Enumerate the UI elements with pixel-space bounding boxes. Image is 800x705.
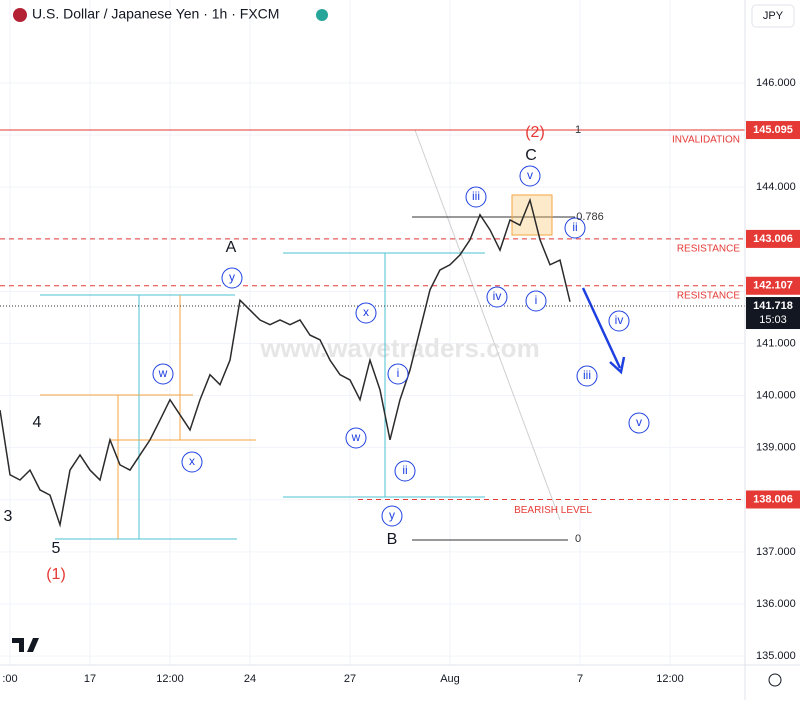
level-tag (746, 276, 800, 295)
wave-label: w (158, 366, 168, 380)
chart-title: U.S. Dollar / Japanese Yen · 1h · FXCM (32, 6, 279, 22)
wave-circle (519, 165, 541, 187)
wave-label: w (351, 430, 361, 444)
wave-circle (486, 286, 508, 308)
x-tick-label: :00 (2, 673, 17, 685)
currency-button[interactable] (751, 4, 795, 28)
wave-circle (525, 290, 547, 312)
last-price-tag (746, 297, 800, 330)
level-tag (746, 490, 800, 509)
wave-label: x (363, 305, 369, 319)
flag-icon (13, 8, 27, 22)
wave-label: v (527, 168, 533, 182)
level-name: BEARISH LEVEL (514, 505, 592, 516)
y-tick-label: 140.000 (756, 389, 796, 401)
level-tag (746, 121, 800, 140)
x-tick-label: 17 (84, 673, 96, 685)
degree-label: (2) (525, 124, 545, 141)
wave-label: iii (583, 368, 591, 382)
structure-label: 5 (52, 540, 61, 557)
wave-circle (221, 267, 243, 289)
wave-label: ii (402, 463, 407, 477)
wave-label: i (397, 366, 400, 380)
level-value: 142.107 (753, 280, 793, 292)
target-box (511, 194, 553, 236)
structure-label: B (387, 531, 398, 548)
logo (12, 638, 39, 652)
axes: 135.000136.000137.000138.000139.000140.0… (2, 77, 800, 685)
structure-label: C (525, 147, 537, 164)
y-tick-label: 144.000 (756, 181, 796, 193)
grid (0, 0, 745, 665)
wave-label: ii (572, 220, 577, 234)
y-tick-label: 135.000 (756, 650, 796, 662)
wave-circle (394, 460, 416, 482)
wave-circle (345, 427, 367, 449)
level-tag (746, 229, 800, 248)
annotation-lines (40, 129, 626, 541)
level-name: RESISTANCE (677, 290, 740, 301)
wave-label: iv (615, 313, 624, 327)
wave-label: iii (472, 189, 480, 203)
degree-label: (1) (46, 566, 66, 583)
wave-circle (381, 505, 403, 527)
y-tick-label: 137.000 (756, 546, 796, 558)
y-tick-label: 141.000 (756, 337, 796, 349)
fib-label: 0 (575, 533, 581, 545)
wave-label: i (535, 293, 538, 307)
wave-circle (628, 412, 650, 434)
level-value: 138.006 (753, 493, 793, 505)
x-tick-label: Aug (440, 673, 460, 685)
y-tick-label: 146.000 (756, 77, 796, 89)
projection-arrowhead (609, 356, 626, 375)
wave-circle (465, 186, 487, 208)
y-tick-label: 136.000 (756, 598, 796, 610)
structure-label: 3 (4, 508, 13, 525)
x-tick-label: 12:00 (656, 673, 684, 685)
structure-label: A (226, 239, 237, 256)
wave-circle (608, 310, 630, 332)
watermark: www.wavetraders.com (259, 333, 539, 363)
wave-label: iv (493, 289, 502, 303)
currency-label: JPY (763, 10, 784, 22)
trend-line (414, 129, 561, 521)
fib-label: 0.786 (576, 211, 604, 223)
wave-circle (181, 451, 203, 473)
status-dot (316, 9, 328, 21)
wave-label: y (389, 508, 395, 522)
x-tick-label: 27 (344, 673, 356, 685)
x-tick-label: 7 (577, 673, 583, 685)
level-name: RESISTANCE (677, 244, 740, 255)
x-tick-label: 12:00 (156, 673, 184, 685)
last-price-value: 141.718 (753, 300, 793, 312)
structure-label: 4 (33, 414, 42, 431)
wave-label: v (636, 415, 642, 429)
wave-circle (576, 365, 598, 387)
wave-circle (564, 217, 586, 239)
wave-label: x (189, 454, 195, 468)
level-value: 145.095 (753, 124, 793, 136)
wave-circle (355, 302, 377, 324)
wave-label: y (229, 270, 235, 284)
settings-icon[interactable] (768, 673, 782, 687)
projection-arrow (581, 287, 622, 369)
price-line (0, 197, 571, 528)
y-tick-label: 139.000 (756, 442, 796, 454)
wave-circle (152, 363, 174, 385)
fib-label: 1 (575, 124, 581, 136)
level-name: INVALIDATION (672, 135, 740, 146)
wave-circle (387, 363, 409, 385)
last-price-time: 15:03 (759, 314, 787, 326)
level-value: 143.006 (753, 233, 793, 245)
x-tick-label: 24 (244, 673, 256, 685)
